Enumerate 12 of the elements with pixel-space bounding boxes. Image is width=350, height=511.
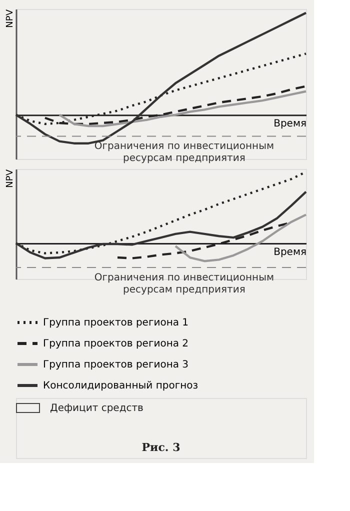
legend-label: Консолидированный прогноз (43, 380, 198, 392)
legend-label: Группа проектов региона 2 (43, 338, 189, 350)
legend-label: Группа проектов региона 3 (43, 360, 189, 370)
y-axis-title: NPV (6, 168, 16, 188)
text: Дефицит средств (50, 403, 144, 414)
ref-line-label: Ограничения по инвестиционным ресурсам предприятия (94, 141, 274, 164)
x-axis-title: Время (274, 118, 306, 130)
y-axis-title: NPV (6, 8, 16, 28)
text: Рис. 3 (142, 441, 180, 454)
x-axis-title: Время (274, 246, 306, 258)
legend-label: Группа проектов региона 1 (43, 318, 189, 328)
ref-line-label: Ограничения по инвестиционным ресурсам предприятия (94, 272, 274, 296)
